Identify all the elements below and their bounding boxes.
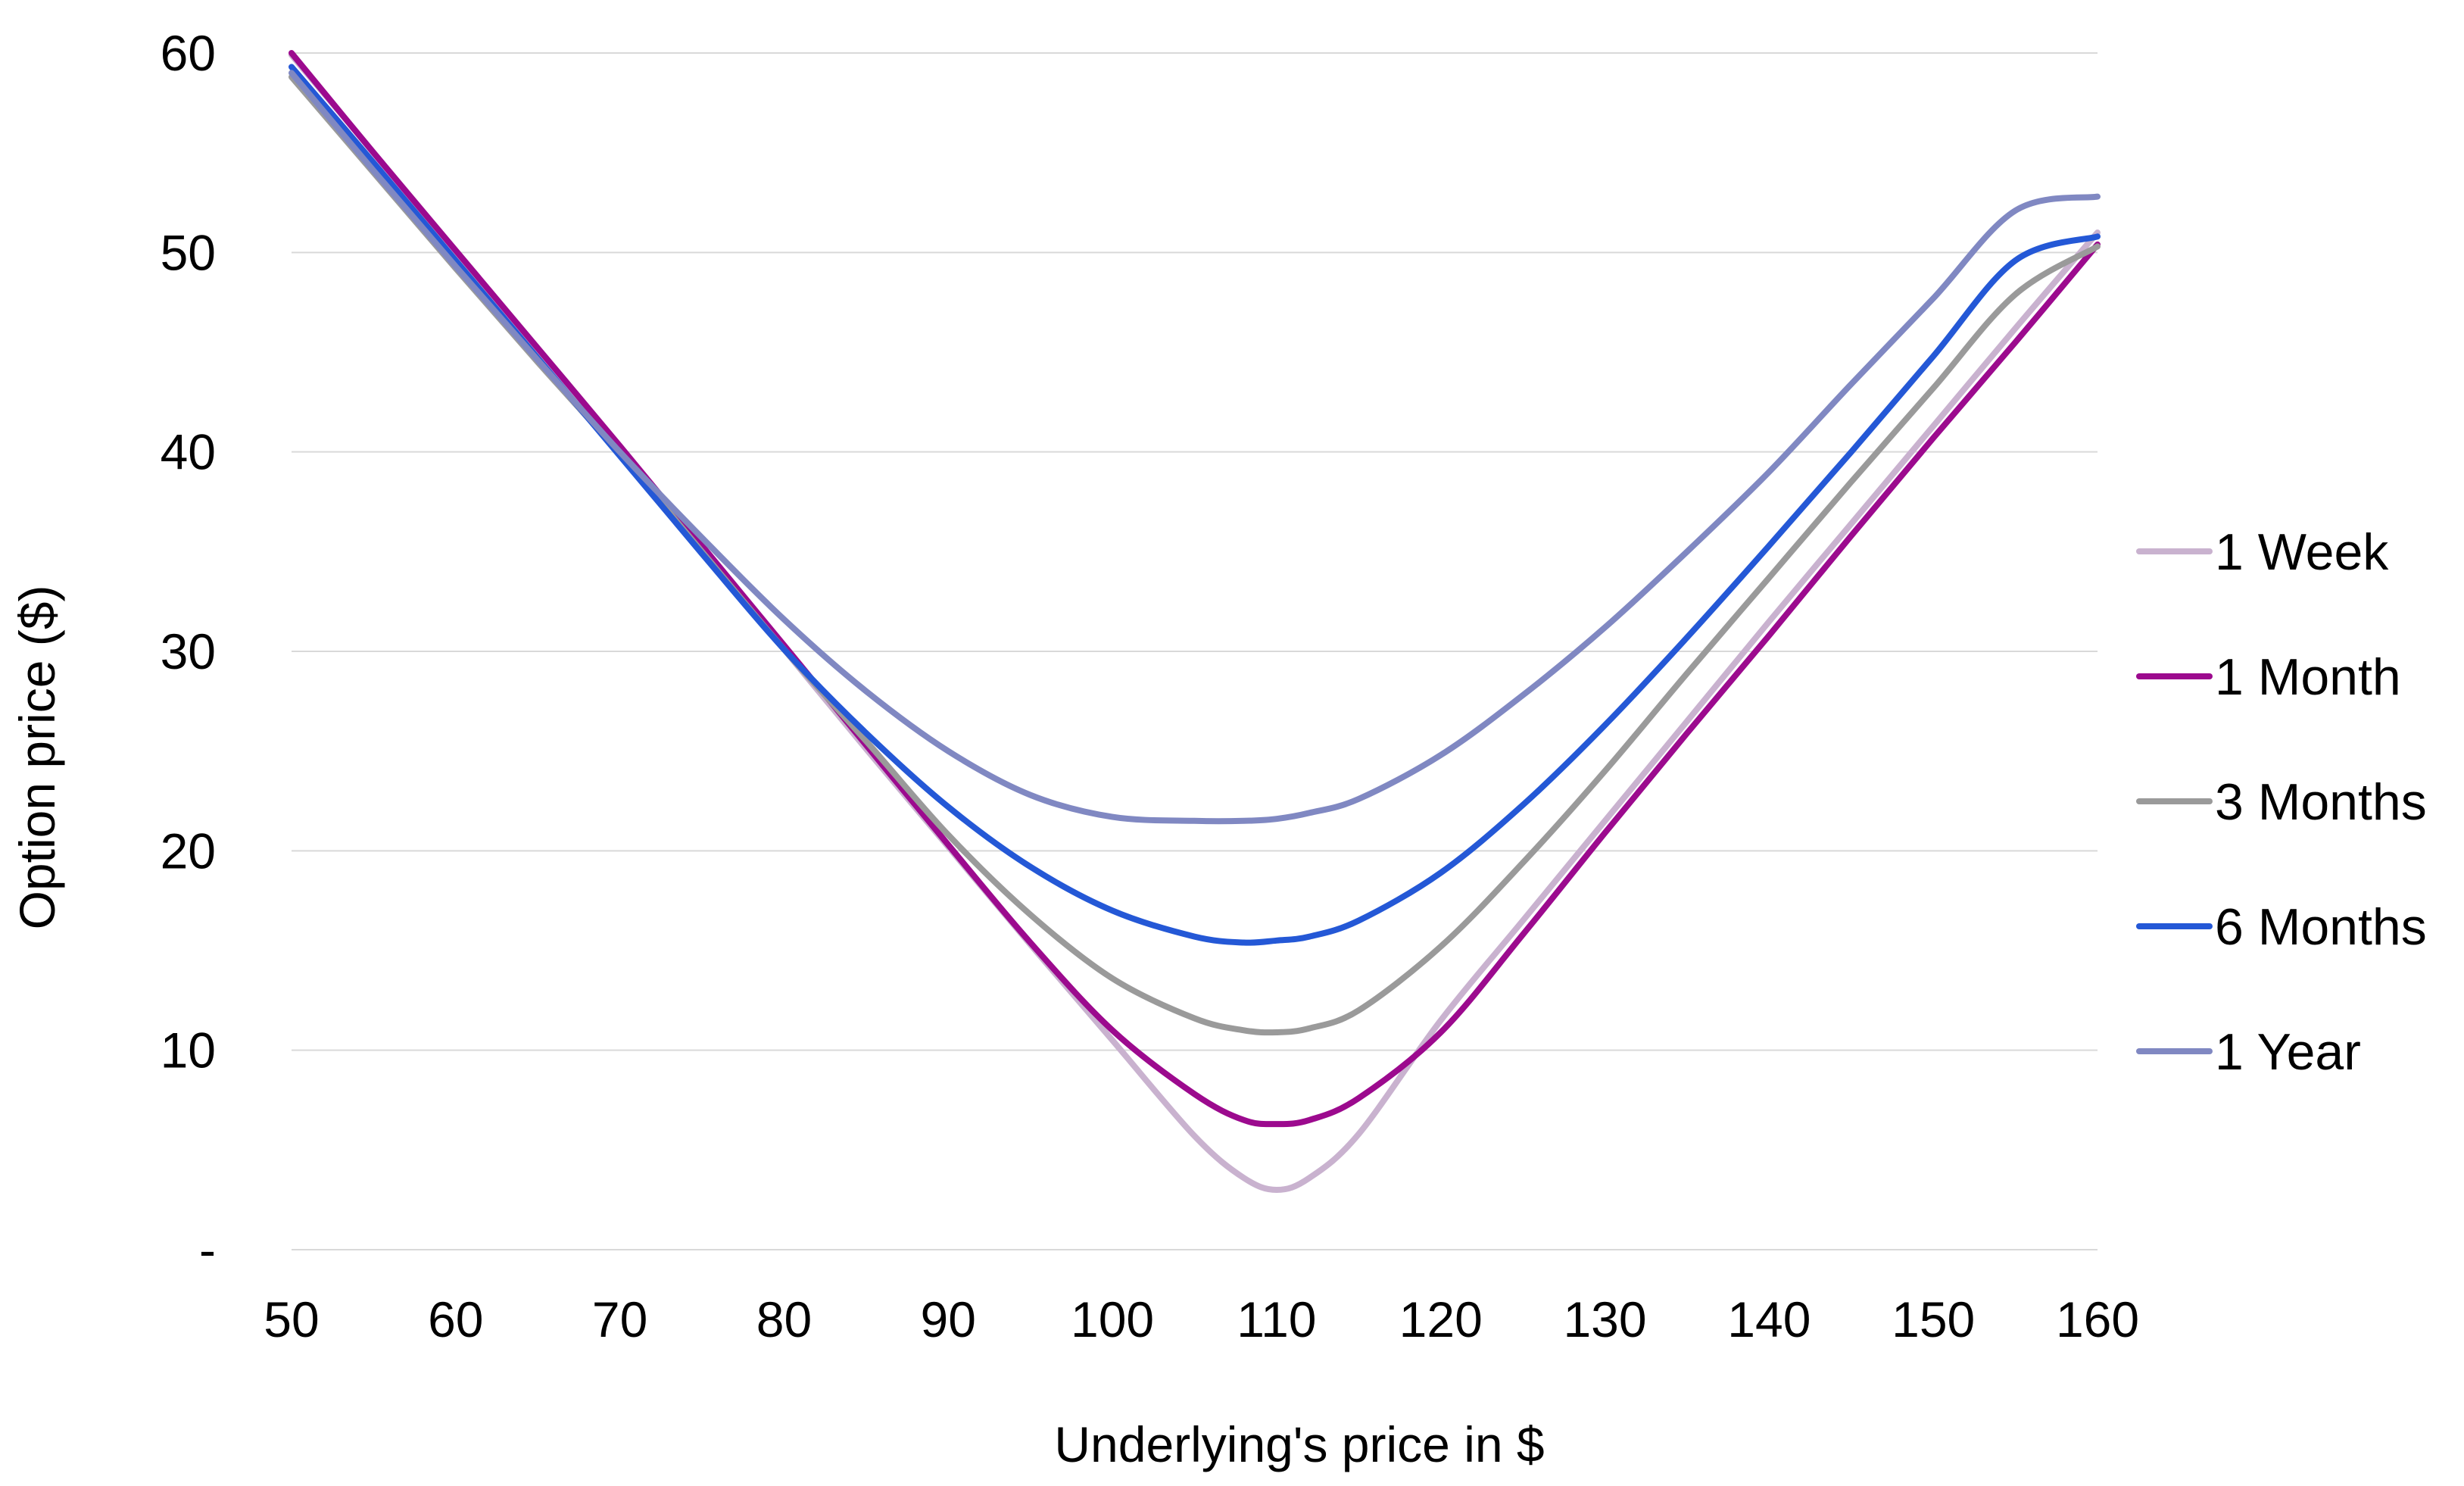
x-tick-label: 140 [1727, 1291, 1811, 1347]
y-tick-label: 30 [161, 623, 216, 679]
series-line-6-months [289, 64, 2101, 946]
legend-label: 3 Months [2215, 773, 2427, 831]
series-line-1-month [289, 50, 2101, 1128]
y-tick-label: 50 [161, 224, 216, 280]
x-axis-ticks: 50 60 70 80 90 100 110 120 130 140 150 160 [264, 1291, 2139, 1347]
legend-label: 6 Months [2215, 898, 2427, 956]
x-tick-label: 150 [1892, 1291, 1975, 1347]
x-tick-label: 110 [1237, 1291, 1316, 1347]
legend-item: 1 Week [2136, 523, 2389, 581]
y-tick-label: - [199, 1222, 216, 1278]
legend-item: 1 Month [2136, 648, 2401, 706]
x-tick-label: 90 [921, 1291, 976, 1347]
y-tick-label: 10 [161, 1022, 216, 1079]
x-tick-label: 100 [1071, 1291, 1154, 1347]
x-tick-label: 160 [2056, 1291, 2139, 1347]
y-tick-label: 40 [161, 424, 216, 480]
legend-label: 1 Month [2215, 648, 2401, 706]
legend-item: 6 Months [2136, 898, 2427, 956]
legend-item: 1 Year [2136, 1023, 2361, 1081]
grid-layer [292, 52, 2098, 1250]
x-tick-label: 50 [264, 1291, 319, 1347]
x-tick-label: 70 [592, 1291, 647, 1347]
x-tick-label: 120 [1399, 1291, 1483, 1347]
legend: 1 Week 1 Month 3 Months 6 Months 1 Year [2136, 523, 2427, 1081]
x-tick-label: 80 [756, 1291, 812, 1347]
y-tick-label: 20 [161, 823, 216, 879]
x-tick-label: 130 [1563, 1291, 1646, 1347]
x-tick-label: 60 [428, 1291, 483, 1347]
y-axis-title: Option price ($) [9, 585, 65, 930]
legend-label: 1 Week [2215, 523, 2389, 581]
y-axis-ticks: - 10 20 30 40 50 60 [161, 25, 216, 1278]
x-axis-title: Underlying's price in $ [1054, 1416, 1544, 1472]
series-line-1-year [289, 70, 2101, 825]
legend-label: 1 Year [2215, 1023, 2361, 1081]
y-tick-label: 60 [161, 25, 216, 81]
series-layer [289, 50, 2101, 1193]
legend-item: 3 Months [2136, 773, 2427, 831]
